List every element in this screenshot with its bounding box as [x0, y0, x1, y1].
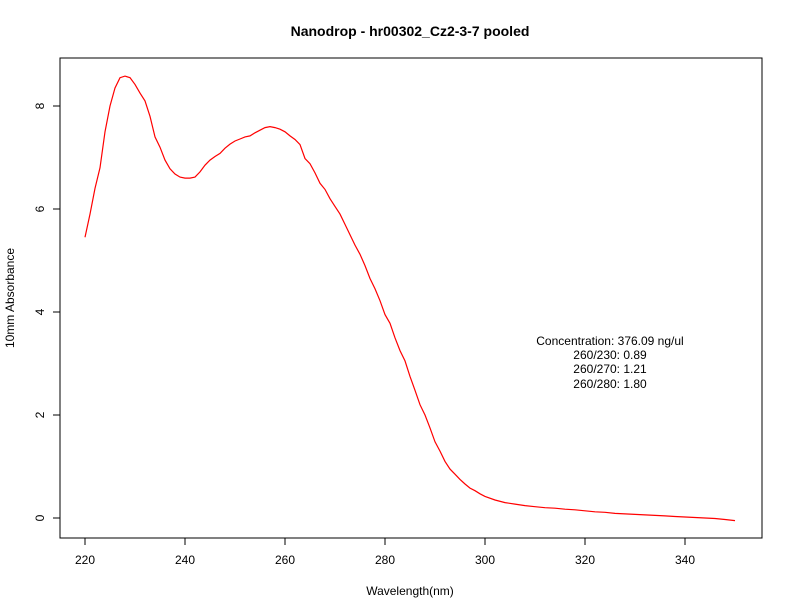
- x-axis: 220 240 260 280 300 320 340: [75, 537, 695, 567]
- x-tick-label: 340: [675, 553, 695, 567]
- absorbance-series-line: [84, 75, 736, 522]
- y-tick-label: 8: [33, 102, 47, 109]
- x-axis-label: Wavelength(nm): [366, 584, 454, 598]
- x-tick-label: 280: [375, 553, 395, 567]
- annotation-ratio-260-270: 260/270: 1.21: [573, 362, 647, 376]
- y-axis: 0 2 4 6 8: [33, 102, 61, 521]
- annotation-ratio-260-280: 260/280: 1.80: [573, 377, 647, 391]
- y-axis-label: 10mm Absorbance: [3, 248, 17, 348]
- y-tick-label: 6: [33, 205, 47, 212]
- chart-title: Nanodrop - hr00302_Cz2-3-7 pooled: [291, 23, 530, 39]
- x-tick-label: 240: [175, 553, 195, 567]
- x-tick-label: 300: [475, 553, 495, 567]
- y-tick-label: 0: [33, 514, 47, 521]
- x-tick-label: 320: [575, 553, 595, 567]
- x-tick-label: 220: [75, 553, 95, 567]
- annotation-ratio-260-230: 260/230: 0.89: [573, 348, 647, 362]
- concentration-annotation: Concentration: 376.09 ng/ul 260/230: 0.8…: [536, 334, 683, 391]
- plot-frame: [59, 57, 763, 539]
- y-tick-label: 2: [33, 411, 47, 418]
- x-tick-label: 260: [275, 553, 295, 567]
- annotation-concentration: Concentration: 376.09 ng/ul: [536, 334, 683, 348]
- y-tick-label: 4: [33, 308, 47, 315]
